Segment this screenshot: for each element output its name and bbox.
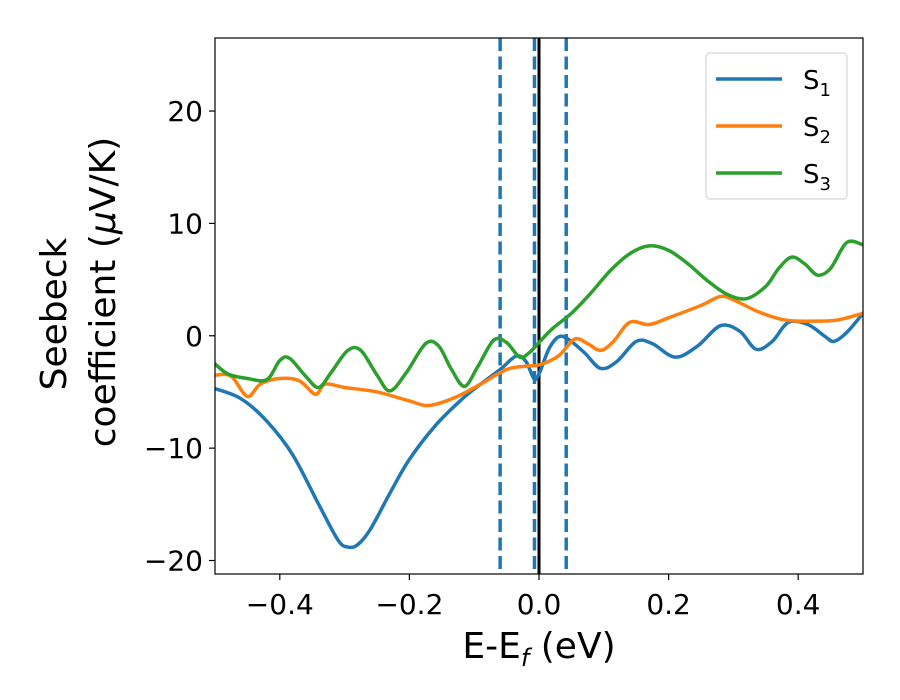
y-axis-label-line2: coefficient (μV/K) bbox=[83, 137, 124, 447]
y-tick-label: −20 bbox=[144, 545, 203, 578]
x-tick-label: 0.2 bbox=[646, 588, 691, 621]
y-tick-label: −10 bbox=[144, 432, 203, 465]
series-lines bbox=[215, 239, 863, 550]
y-tick-label: 0 bbox=[185, 320, 203, 353]
x-tick-label: 0.0 bbox=[517, 588, 562, 621]
legend-label-s2: S2 bbox=[803, 113, 831, 148]
legend: S1 S2 S3 bbox=[705, 52, 848, 200]
series-line-s3 bbox=[215, 239, 863, 393]
legend-label-s3: S3 bbox=[803, 160, 831, 195]
x-axis-label: E-Ef (eV) bbox=[462, 626, 615, 672]
y-tick-label: 20 bbox=[167, 95, 203, 128]
reference-lines bbox=[498, 38, 568, 574]
x-tick-label: −0.4 bbox=[246, 588, 314, 621]
y-axis-ticks: −20 −10 0 10 20 bbox=[144, 95, 215, 578]
y-tick-label: 10 bbox=[167, 207, 203, 240]
x-axis-ticks: −0.4 −0.2 0.0 0.2 0.4 bbox=[246, 574, 821, 621]
legend-label-s1: S1 bbox=[803, 66, 831, 101]
x-tick-label: −0.2 bbox=[375, 588, 443, 621]
series-line-s2 bbox=[215, 294, 863, 408]
y-axis-label-line1: Seebeck bbox=[34, 237, 75, 390]
series-line-s1 bbox=[215, 311, 863, 550]
x-tick-label: 0.4 bbox=[776, 588, 821, 621]
